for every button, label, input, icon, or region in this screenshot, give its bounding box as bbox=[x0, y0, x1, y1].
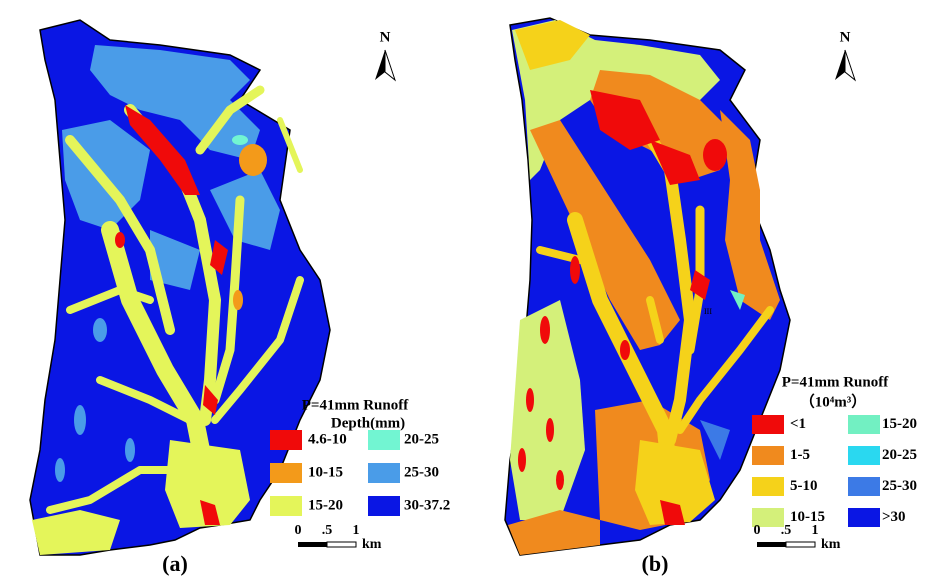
scale-label: 1 bbox=[353, 523, 360, 538]
legend-swatch bbox=[752, 415, 784, 434]
legend-label: 25-30 bbox=[404, 464, 439, 480]
legend-swatch bbox=[752, 446, 784, 465]
map-region bbox=[125, 438, 135, 462]
map-region bbox=[835, 50, 845, 80]
north-arrow: N bbox=[375, 29, 395, 80]
legend-label: >30 bbox=[882, 509, 906, 525]
map-region bbox=[518, 448, 526, 472]
scale-bar-black bbox=[298, 542, 327, 547]
legend-swatch bbox=[752, 477, 784, 496]
legend-label: 10-15 bbox=[790, 509, 825, 525]
legend-swatch bbox=[368, 496, 400, 516]
north-label: N bbox=[840, 29, 851, 45]
legend-swatch bbox=[848, 508, 880, 527]
map-region bbox=[93, 318, 107, 342]
map-region bbox=[620, 340, 630, 360]
legend-label: 20-25 bbox=[882, 447, 917, 463]
map-region bbox=[385, 50, 395, 80]
map-region bbox=[570, 256, 580, 284]
map-region bbox=[55, 458, 65, 482]
scale-label: 0 bbox=[295, 523, 302, 538]
legend-swatch bbox=[368, 463, 400, 483]
scale-bar-white bbox=[786, 542, 815, 547]
legend-swatch bbox=[270, 496, 302, 516]
scale-bar-white bbox=[327, 542, 356, 547]
scale-bar-black bbox=[757, 542, 786, 547]
panel-label: (a) bbox=[162, 551, 188, 576]
scale-label: 1 bbox=[812, 523, 819, 538]
map-region bbox=[526, 388, 534, 412]
map-region bbox=[232, 135, 248, 145]
legend-title: （10⁴m³） bbox=[800, 392, 867, 410]
legend-label: <1 bbox=[790, 416, 806, 432]
legend-label: 4.6-10 bbox=[308, 431, 347, 447]
legend-swatch bbox=[848, 415, 880, 434]
legend-swatch bbox=[848, 446, 880, 465]
north-label: N bbox=[380, 29, 391, 45]
legend-label: 1-5 bbox=[790, 447, 810, 463]
map-region bbox=[74, 405, 86, 435]
legend-swatch bbox=[270, 463, 302, 483]
map-region bbox=[845, 50, 855, 80]
map-b bbox=[505, 18, 790, 555]
scale-label: .5 bbox=[322, 523, 333, 538]
region-note: III bbox=[704, 307, 712, 316]
map-region bbox=[703, 139, 727, 171]
legend-title: Depth(mm) bbox=[331, 415, 405, 431]
legend-label: 15-20 bbox=[308, 497, 343, 513]
map-region bbox=[546, 418, 554, 442]
legend-label: 20-25 bbox=[404, 431, 439, 447]
map-region bbox=[375, 50, 385, 80]
scale-label: .5 bbox=[781, 523, 792, 538]
legend-swatch bbox=[848, 477, 880, 496]
legend-title: P=41mm Runoff bbox=[302, 397, 409, 413]
scale-label: 0 bbox=[754, 523, 761, 538]
map-region bbox=[540, 316, 550, 344]
figure: N N III P=41mm Runoff Depth(mm) P=41mm R… bbox=[0, 0, 927, 579]
legend-swatch bbox=[368, 430, 400, 450]
map-region bbox=[239, 144, 267, 176]
map-region bbox=[115, 232, 125, 248]
map-region bbox=[233, 290, 243, 310]
legend-label: 25-30 bbox=[882, 478, 917, 494]
legend-label: 5-10 bbox=[790, 478, 818, 494]
legend-title: P=41mm Runoff bbox=[782, 374, 889, 390]
north-arrow: N bbox=[835, 29, 855, 80]
panel-label: (b) bbox=[642, 551, 669, 576]
legend-label: 10-15 bbox=[308, 464, 343, 480]
scale-unit: km bbox=[362, 537, 382, 552]
legend-label: 30-37.2 bbox=[404, 497, 450, 513]
legend-swatch bbox=[270, 430, 302, 450]
map-region bbox=[556, 470, 564, 490]
scale-unit: km bbox=[821, 537, 841, 552]
legend-label: 15-20 bbox=[882, 416, 917, 432]
